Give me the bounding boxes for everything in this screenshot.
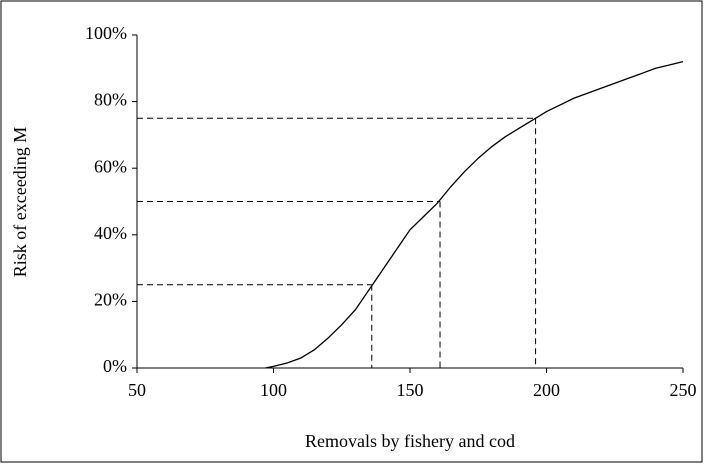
x-tick-label: 150: [397, 380, 424, 400]
x-tick-label: 50: [128, 380, 146, 400]
y-tick-label: 80%: [94, 90, 127, 110]
y-tick-label: 100%: [85, 23, 127, 43]
x-tick-label: 100: [260, 380, 287, 400]
x-tick-label: 250: [670, 380, 697, 400]
y-tick-label: 60%: [94, 156, 127, 176]
curve: [265, 61, 684, 369]
x-axis-label: Removals by fishery and cod: [305, 431, 515, 451]
y-tick-label: 40%: [94, 223, 127, 243]
y-tick-label: 0%: [103, 356, 127, 376]
x-tick-label: 200: [533, 380, 560, 400]
y-tick-label: 20%: [94, 290, 127, 310]
y-axis-label: Risk of exceeding M: [10, 127, 30, 277]
